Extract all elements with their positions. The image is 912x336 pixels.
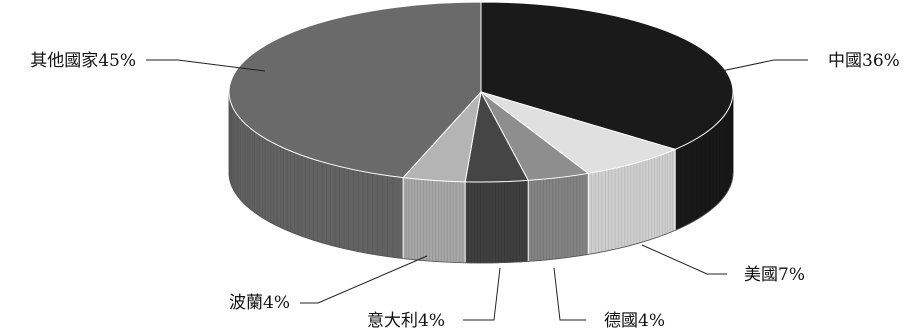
pie-side-2 xyxy=(527,173,589,262)
pie-side-4 xyxy=(402,177,466,264)
pie-side-3 xyxy=(464,180,529,264)
slice-label-5: 其他國家45% xyxy=(30,51,136,71)
slice-label-0: 中國36% xyxy=(828,51,900,71)
leader-line-2 xyxy=(553,267,586,321)
slice-label-3: 意大利4% xyxy=(367,311,445,331)
pie-sides xyxy=(228,91,734,264)
leader-line-1 xyxy=(641,244,727,275)
leader-line-3 xyxy=(463,267,501,321)
pie-slice-0 xyxy=(480,1,734,150)
pie-bottom-rim xyxy=(228,172,734,264)
leader-lines xyxy=(146,59,808,321)
slice-label-4: 波蘭4% xyxy=(229,293,290,313)
leader-line-5 xyxy=(146,59,266,72)
slice-label-1: 美國7% xyxy=(744,265,805,285)
pie-top xyxy=(228,1,734,183)
pie-slice-5 xyxy=(228,1,482,179)
pie-slice-1 xyxy=(480,91,677,174)
leader-line-0 xyxy=(716,59,808,73)
slice-label-2: 德國4% xyxy=(604,311,665,331)
leader-line-4 xyxy=(300,255,428,304)
slice-labels: 中國36% 美國7% 德國4% 意大利4% 波蘭4% 其他國家45% xyxy=(30,51,900,331)
